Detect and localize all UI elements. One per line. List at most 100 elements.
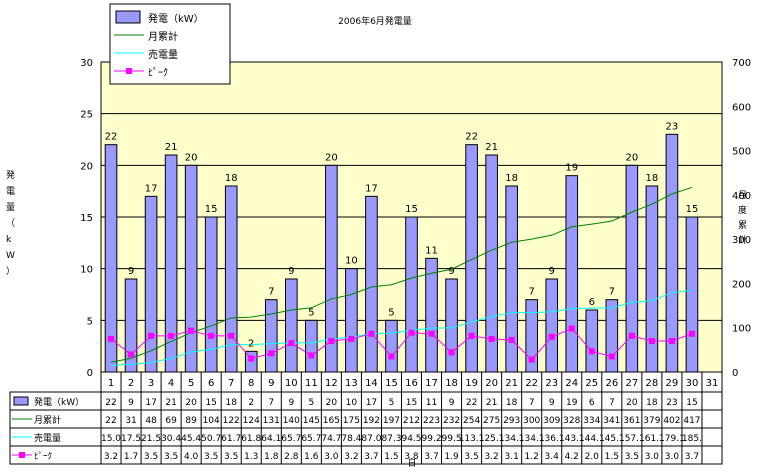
- table-cell: 417: [683, 416, 700, 426]
- table-cell: 65.7: [301, 434, 321, 444]
- table-cell: 3.5: [464, 452, 478, 462]
- table-legend-swatch: [13, 396, 29, 406]
- table-cell: 254: [463, 416, 480, 426]
- bar-data-label: 17: [145, 183, 158, 194]
- table-cell: 402: [663, 416, 680, 426]
- bar-data-label: 2: [248, 338, 254, 349]
- table-cell: 145.1: [599, 434, 625, 444]
- peak-marker: [648, 338, 655, 344]
- x-tick-label: 7: [228, 378, 234, 389]
- table-cell: 341: [603, 416, 620, 426]
- table-cell: 11: [426, 398, 437, 408]
- peak-marker: [568, 325, 575, 332]
- table-cell: 9: [288, 398, 294, 408]
- bar: [645, 185, 659, 373]
- table-cell: 3.0: [665, 452, 680, 462]
- table-cell: 15.0: [101, 434, 121, 444]
- y-tick-left: 30: [80, 58, 93, 69]
- axis-label-char: 発: [6, 169, 15, 181]
- table-cell: 3.1: [504, 452, 518, 462]
- table-cell: 99.5: [442, 434, 462, 444]
- axis-label-char: 電: [6, 186, 15, 197]
- bar: [485, 154, 498, 373]
- table-cell: 10: [346, 398, 358, 408]
- table-cell: 1.9: [444, 452, 459, 462]
- table-cell: 3.5: [224, 452, 238, 462]
- table-cell: 30.4: [161, 434, 181, 444]
- x-tick-label: 16: [405, 378, 418, 389]
- bar: [184, 164, 198, 373]
- table-cell: 5: [389, 398, 395, 408]
- table-cell: 212: [403, 416, 420, 426]
- table-cell: 3.2: [344, 452, 358, 462]
- table-cell: 334: [583, 416, 600, 426]
- table-cell: 300: [523, 416, 540, 426]
- table-cell: 3.7: [685, 452, 699, 462]
- table-cell: 161.1: [639, 434, 665, 444]
- table-cell: 134.1: [519, 434, 545, 444]
- bar-data-label: 6: [589, 297, 595, 308]
- peak-marker: [508, 336, 515, 343]
- x-tick-label: 15: [385, 378, 398, 389]
- peak-line: [110, 328, 693, 361]
- x-tick-label: 1: [108, 378, 114, 389]
- table-cell: 3.5: [204, 452, 218, 462]
- table-legend-marker: [19, 452, 25, 458]
- table-cell: 140: [283, 416, 300, 426]
- table-cell: 134.1: [499, 434, 525, 444]
- table-cell: 3.5: [164, 452, 178, 462]
- table-cell: 192: [363, 416, 380, 426]
- bar: [264, 299, 278, 373]
- table-cell: 50.7: [201, 434, 221, 444]
- table-cell: 2.0: [585, 452, 600, 462]
- peak-marker: [388, 353, 395, 360]
- peak-marker: [428, 330, 435, 337]
- table-cell: 89: [185, 416, 197, 426]
- bar-data-label: 18: [505, 173, 518, 184]
- y-tick-left: 20: [80, 161, 93, 172]
- table-cell: 157.1: [619, 434, 645, 444]
- bar-data-label: 10: [345, 256, 358, 267]
- bar-data-label: 11: [425, 245, 438, 256]
- y-tick-left: 25: [80, 110, 93, 121]
- axis-label-char: 量: [6, 202, 15, 213]
- x-tick-label: 14: [365, 378, 378, 389]
- peak-marker: [368, 330, 375, 337]
- legend-swatch-bar: [115, 10, 141, 24]
- table-cell: 3.8: [404, 452, 419, 462]
- peak-marker: [268, 350, 275, 357]
- x-tick-label: 28: [646, 378, 659, 389]
- table-cell: 3.7: [424, 452, 438, 462]
- table-cell: 15: [406, 398, 417, 408]
- x-tick-label: 12: [325, 378, 338, 389]
- table-cell: 144.1: [579, 434, 605, 444]
- bar: [124, 278, 138, 373]
- table-cell: 17: [145, 398, 156, 408]
- axis-label-char: （: [6, 218, 15, 229]
- peak-marker: [348, 335, 355, 342]
- table-cell: 65.7: [281, 434, 301, 444]
- bar-data-labels: 22 9 17 21 20 15 18 2 7 9 5 20 10 17 5 15 11 9 22 21 18 7 9 19 6…: [105, 121, 699, 349]
- y-tick-right: 600: [732, 102, 751, 113]
- table-cell: 69: [165, 416, 177, 426]
- table-cell: 15: [205, 398, 216, 408]
- table-cell: 2: [248, 398, 254, 408]
- peak-marker: [688, 330, 695, 337]
- bar-data-label: 22: [465, 132, 478, 143]
- bar: [345, 268, 358, 373]
- left-axis-ticks: 0 5 10 15 20 25 30: [80, 58, 93, 379]
- table-cell: 4.0: [184, 452, 199, 462]
- x-tick-label: 3: [148, 378, 154, 389]
- bar: [325, 164, 338, 373]
- table-cell: 18: [646, 398, 658, 408]
- bar-data-label: 7: [529, 287, 535, 298]
- table-cell: 3.0: [324, 452, 339, 462]
- table-cell: 379: [643, 416, 660, 426]
- bar: [445, 278, 458, 373]
- legend-swatch-marker: [126, 68, 132, 74]
- bar: [385, 319, 398, 373]
- bar: [204, 216, 218, 373]
- table-cell: 20: [185, 398, 197, 408]
- y-tick-left: 10: [80, 265, 93, 276]
- peak-marker: [228, 332, 235, 339]
